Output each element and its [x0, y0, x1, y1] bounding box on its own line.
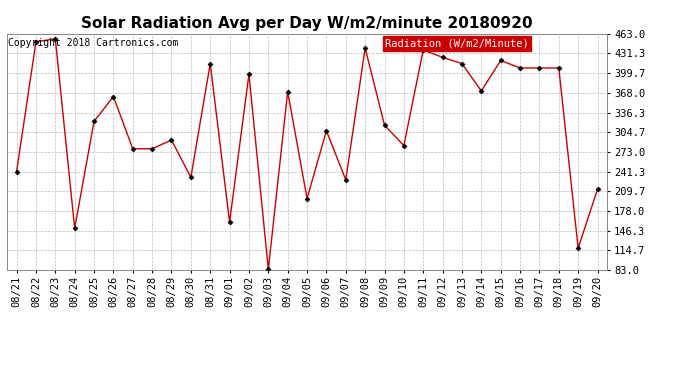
Text: Copyright 2018 Cartronics.com: Copyright 2018 Cartronics.com [8, 39, 179, 48]
Text: Radiation (W/m2/Minute): Radiation (W/m2/Minute) [385, 39, 529, 48]
Title: Solar Radiation Avg per Day W/m2/minute 20180920: Solar Radiation Avg per Day W/m2/minute … [81, 16, 533, 31]
